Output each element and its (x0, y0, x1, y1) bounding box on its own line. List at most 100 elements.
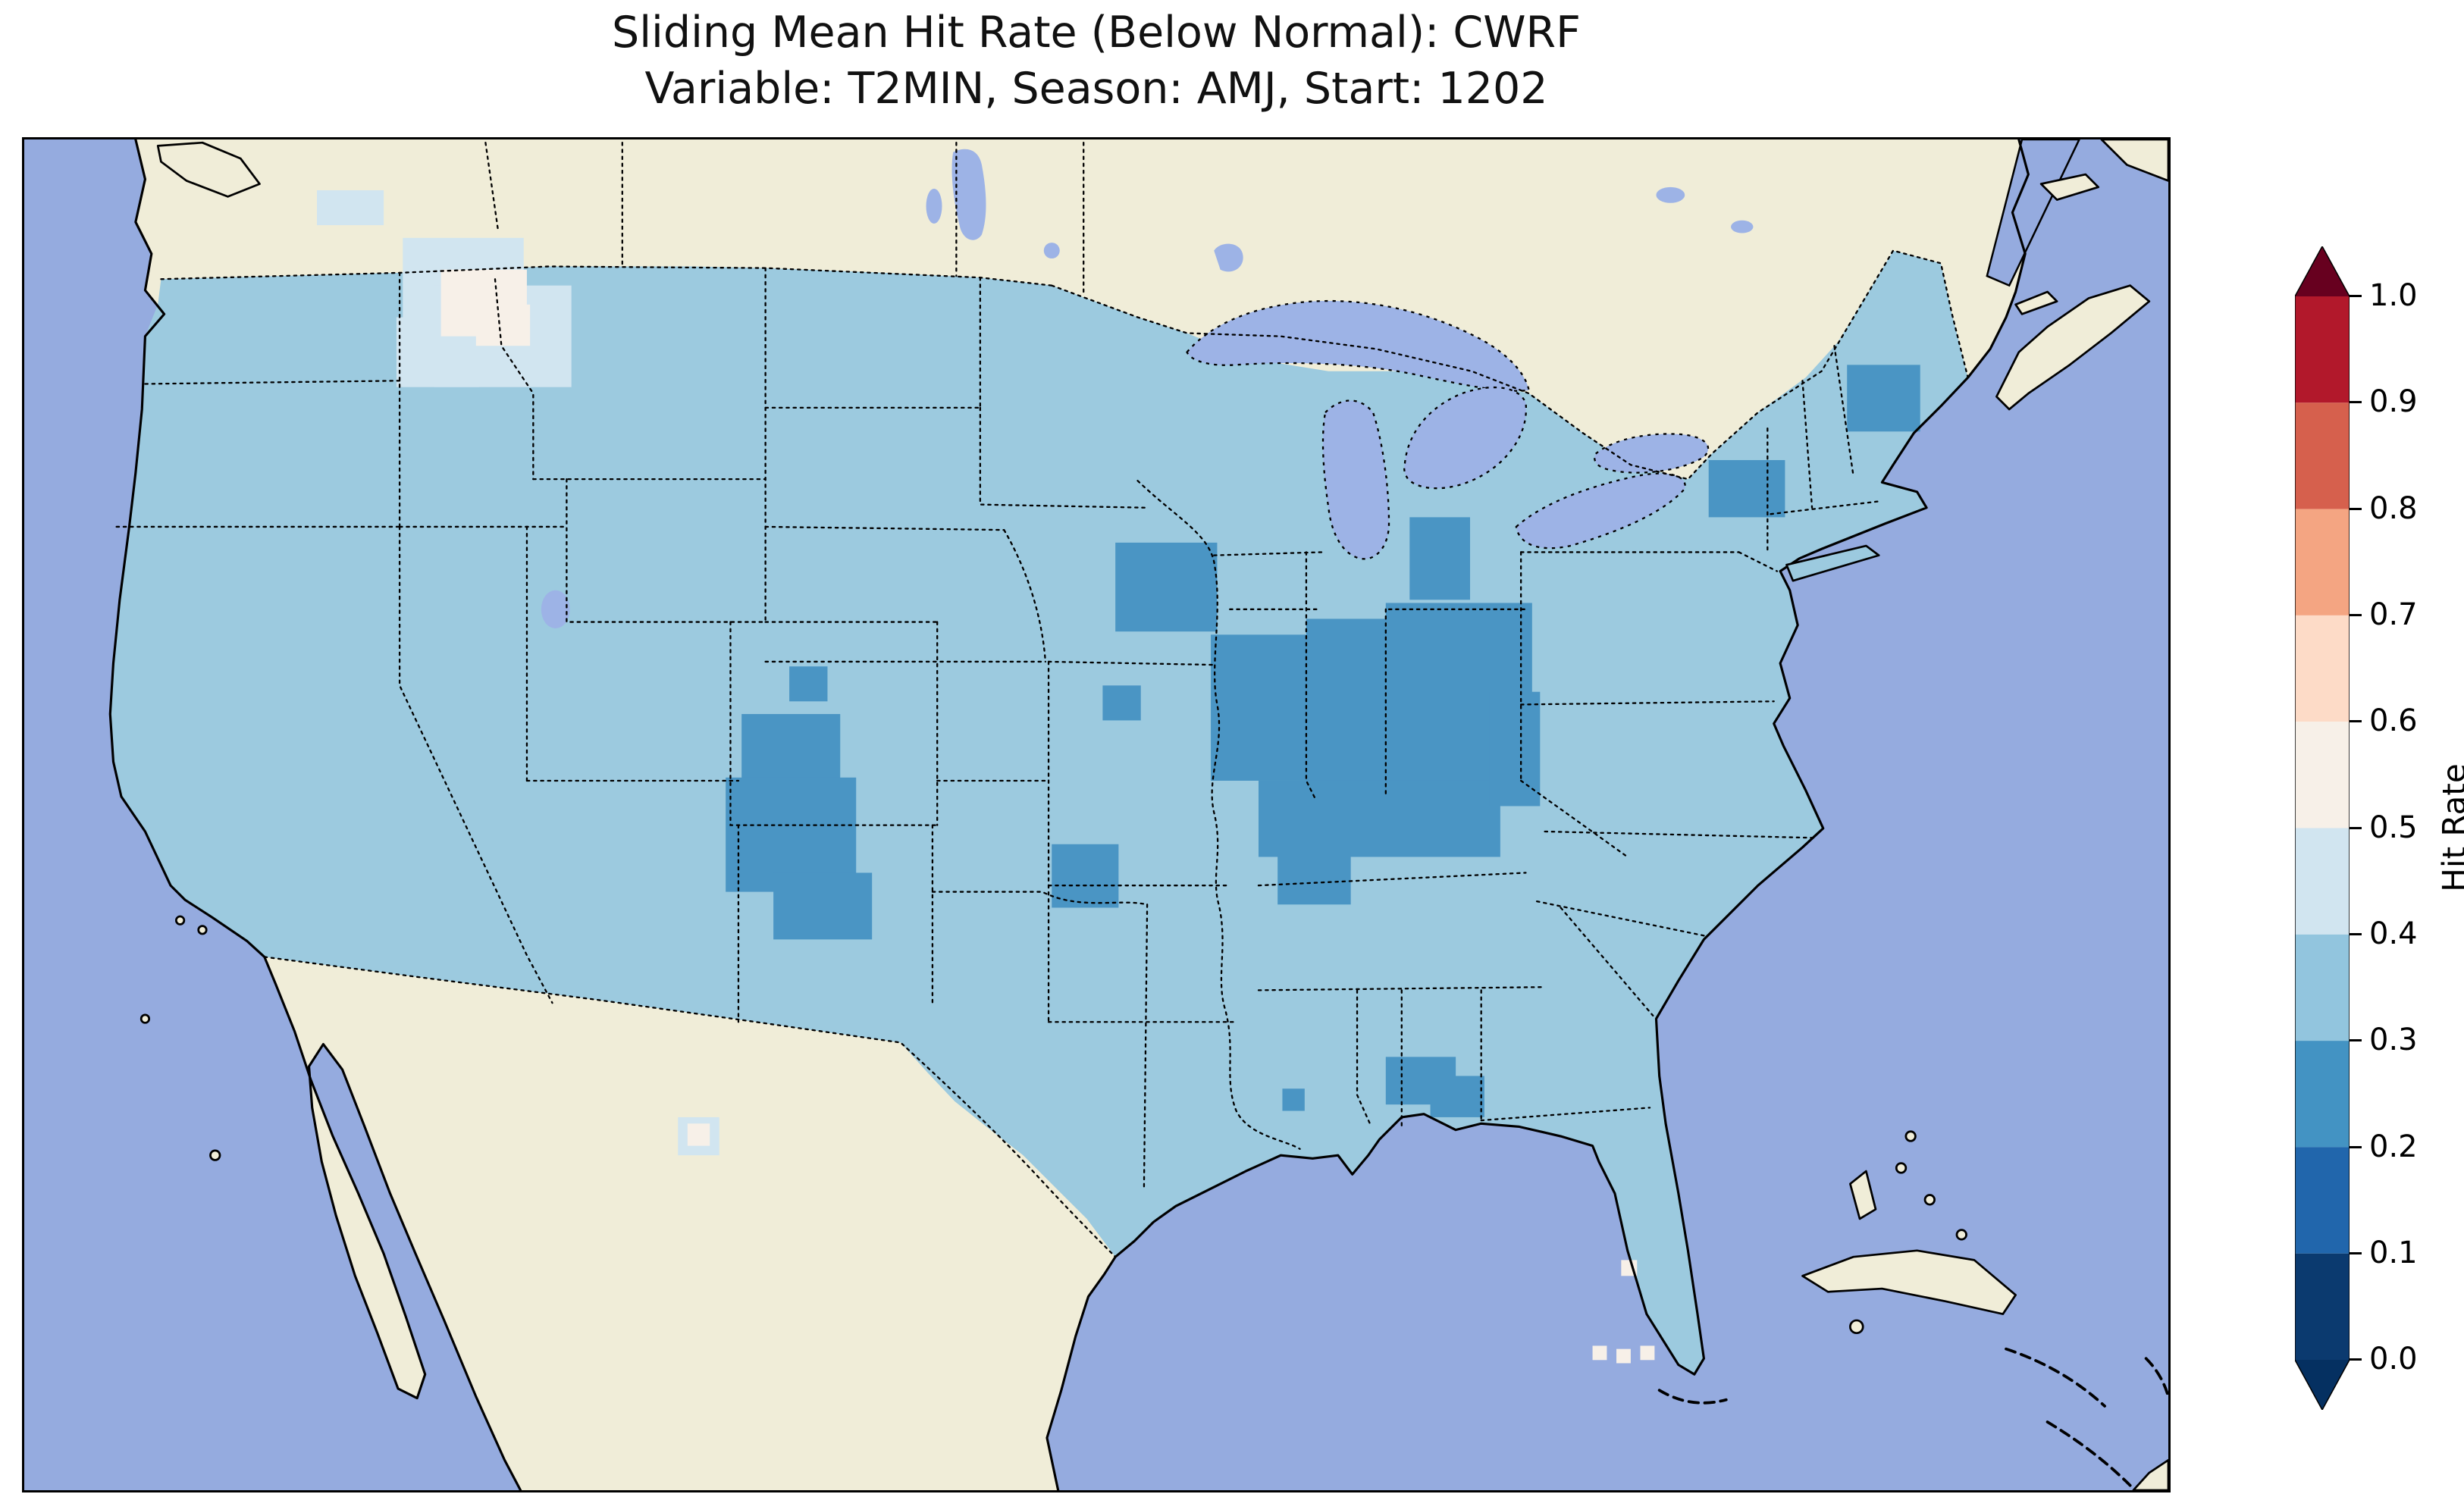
lake-nipigon (1214, 243, 1243, 272)
state-border (144, 380, 401, 385)
us-canada-border-lakes (1051, 249, 1969, 481)
lake-manitoba (926, 188, 942, 224)
coastline (108, 139, 2030, 1490)
colorbar-segment (2295, 509, 2350, 615)
cuba-cays (2005, 1347, 2106, 1408)
cuba (1801, 1249, 2017, 1315)
colorbar-segment (2295, 615, 2350, 722)
canadian-lake (1656, 186, 1685, 203)
labrador-corner (2100, 139, 2168, 182)
state-border (1356, 989, 1371, 1125)
colorbar-tick (2350, 1146, 2362, 1148)
colorbar-tick-label: 0.2 (2369, 1129, 2418, 1164)
us-hit-rate-field (110, 250, 1968, 1375)
colorbar (2295, 246, 2350, 1410)
st-lawrence-channel (1986, 139, 2080, 287)
colorbar-tick-label: 0.6 (2369, 703, 2418, 738)
colorbar-segment (2295, 722, 2350, 828)
colorbar-tick-label: 0.9 (2369, 384, 2418, 419)
nova-scotia (1995, 284, 2151, 411)
pacific-island (140, 1013, 151, 1024)
colorbar-tick (2350, 508, 2362, 510)
state-border (1143, 904, 1149, 1189)
isle-of-youth (1849, 1319, 1864, 1335)
long-island (1785, 544, 1880, 582)
colorbar-tick (2350, 401, 2362, 403)
figure-title-line1: Sliding Mean Hit Rate (Below Normal): CW… (612, 8, 1581, 58)
state-border (1305, 551, 1317, 801)
state-border (1003, 528, 1047, 663)
bahama-island (1895, 1162, 1908, 1174)
lake-winnipeg (951, 149, 986, 240)
map-svg (24, 139, 2168, 1490)
state-border (1801, 380, 1814, 509)
state-border (398, 525, 553, 1004)
colorbar-tick-label: 0.8 (2369, 491, 2418, 526)
hit-rate-patches-dark (726, 365, 1920, 1117)
colorbar-segment (2295, 1147, 2350, 1254)
colorbar-tick-label: 1.0 (2369, 278, 2418, 313)
lake-erie (1515, 472, 1686, 550)
state-border (1480, 1107, 1651, 1122)
colorbar-tick (2350, 933, 2362, 935)
lake-huron (1403, 386, 1528, 490)
colorbar-tick (2350, 720, 2362, 722)
colorbar-segment (2295, 1041, 2350, 1148)
anticosti-island (2039, 173, 2100, 201)
state-border (1519, 779, 1629, 858)
colorbar-tick-label: 0.5 (2369, 810, 2418, 845)
lake-of-the-woods (1043, 243, 1060, 259)
pacific-island (209, 1149, 221, 1161)
state-border (566, 478, 766, 623)
colorbar-tick-label: 0.1 (2369, 1236, 2418, 1270)
colorbar-under-arrow (2295, 1360, 2350, 1410)
state-border (1738, 551, 1779, 572)
map-axes (22, 137, 2171, 1492)
us-mexico-border (263, 956, 1117, 1258)
state-border (494, 278, 534, 481)
state-border (1770, 500, 1880, 515)
bahama-island (1904, 1130, 1917, 1142)
colorbar-svg (2295, 246, 2350, 1410)
colorbar-over-arrow (2295, 246, 2350, 296)
florida-keys (1657, 1389, 1728, 1405)
canadian-lake (1731, 220, 1754, 233)
channel-island (197, 925, 208, 935)
state-border (1257, 986, 1546, 991)
hit-rate-patches-pale (440, 269, 1655, 1364)
state-border (764, 525, 1005, 531)
dashed-coast-marks (1657, 1347, 2168, 1487)
bahama-island (1923, 1194, 1936, 1206)
colorbar-segment (2295, 296, 2350, 403)
colorbar-tick (2350, 1252, 2362, 1254)
colorbar-tick-label: 0.7 (2369, 597, 2418, 632)
state-border (1257, 872, 1527, 887)
state-border (1519, 700, 1775, 706)
state-border (1560, 907, 1654, 1017)
figure-title-line2: Variable: T2MIN, Season: AMJ, Start: 120… (644, 64, 1548, 114)
figure-title: Sliding Mean Hit Rate (Below Normal): CW… (22, 5, 2171, 117)
colorbar-segment (2295, 934, 2350, 1041)
islands (140, 139, 2168, 1490)
channel-island (174, 915, 186, 926)
andros-island (1849, 1170, 1877, 1220)
state-border (1833, 345, 1854, 478)
state-border (1213, 551, 1324, 556)
state-border (729, 621, 939, 826)
vancouver-island (156, 141, 261, 198)
colorbar-axis-label: Hit Rate (2435, 763, 2464, 892)
great-salt-lake (541, 590, 570, 628)
colorbar-tick (2350, 1039, 2362, 1041)
state-border (1544, 830, 1817, 839)
lake-michigan (1321, 399, 1390, 560)
cuba-cays (2045, 1420, 2132, 1487)
colorbar-tick-label: 0.0 (2369, 1342, 2418, 1377)
colorbar-segment (2295, 1253, 2350, 1360)
lake-ontario (1594, 433, 1710, 474)
colorbar-segment (2295, 828, 2350, 935)
colorbar-tick-label: 0.4 (2369, 916, 2418, 951)
political-borders (115, 142, 1969, 1258)
colorbar-tick (2350, 295, 2362, 297)
colorbar-tick-label: 0.3 (2369, 1023, 2418, 1057)
